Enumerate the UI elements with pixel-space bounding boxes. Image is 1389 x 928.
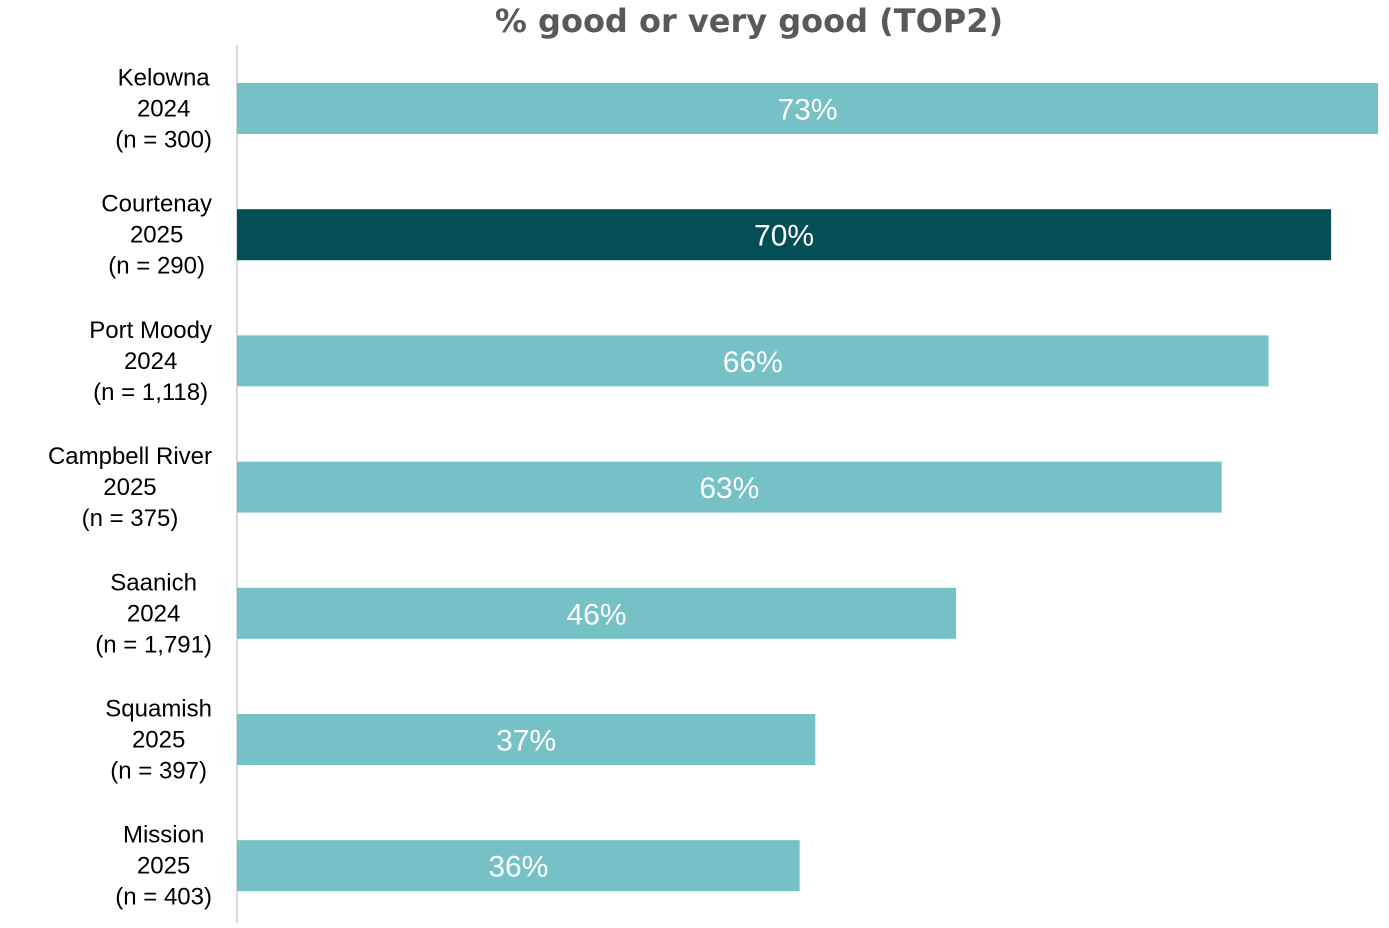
data-label: 63% [699, 472, 759, 505]
category-name: Saanich [110, 569, 197, 596]
data-label: 70% [754, 220, 814, 253]
category-label: Kelowna 2024 (n = 300) [115, 65, 212, 154]
data-label: 66% [723, 346, 783, 379]
chart-title: % good or very good (TOP2) [494, 2, 1004, 40]
bar [237, 209, 1332, 261]
bar [237, 461, 1222, 513]
category-sample-size: (n = 1,791) [95, 631, 212, 658]
bar-group: 73% Kelowna 2024 (n = 300) [115, 65, 1378, 154]
category-year: 2024 [137, 96, 190, 123]
category-sample-size: (n = 397) [110, 758, 207, 785]
data-label: 46% [566, 598, 626, 631]
category-sample-size: (n = 375) [82, 505, 179, 532]
category-sample-size: (n = 300) [115, 127, 212, 154]
category-sample-size: (n = 1,118) [93, 379, 208, 406]
bar-group: 63% Campbell River 2025 (n = 375) [48, 443, 1222, 532]
category-year: 2025 [132, 727, 185, 754]
category-year: 2024 [124, 348, 177, 375]
category-name: Port Moody [89, 317, 212, 344]
category-name: Courtenay [101, 191, 212, 218]
category-label: Squamish 2025 (n = 397) [105, 696, 212, 785]
category-name: Mission [123, 822, 204, 849]
bar [237, 840, 800, 892]
bar [237, 587, 956, 639]
category-name: Squamish [105, 696, 212, 723]
category-label: Campbell River 2025 (n = 375) [48, 443, 212, 532]
data-label: 36% [488, 851, 548, 884]
bar-group: 36% Mission 2025 (n = 403) [115, 822, 800, 911]
bar [237, 714, 816, 765]
data-label: 73% [777, 94, 837, 127]
bar [237, 83, 1378, 134]
category-name: Kelowna [118, 65, 211, 92]
bar-group: 70% Courtenay 2025 (n = 290) [101, 191, 1332, 280]
category-year: 2025 [137, 853, 190, 880]
category-year: 2024 [127, 600, 180, 627]
category-label: Mission 2025 (n = 403) [115, 822, 212, 911]
category-label: Port Moody 2024 (n = 1,118) [89, 317, 212, 406]
bar-group: 37% Squamish 2025 (n = 397) [105, 696, 816, 785]
category-year: 2025 [103, 474, 156, 501]
category-label: Courtenay 2025 (n = 290) [101, 191, 212, 280]
data-label: 37% [496, 725, 556, 758]
category-year: 2025 [130, 222, 183, 249]
category-label: Saanich 2024 (n = 1,791) [95, 569, 212, 658]
bar-group: 66% Port Moody 2024 (n = 1,118) [89, 317, 1269, 406]
category-sample-size: (n = 290) [108, 253, 205, 280]
category-sample-size: (n = 403) [115, 884, 212, 911]
bar-group: 46% Saanich 2024 (n = 1,791) [95, 569, 956, 658]
category-name: Campbell River [48, 443, 212, 470]
bar [237, 335, 1269, 387]
